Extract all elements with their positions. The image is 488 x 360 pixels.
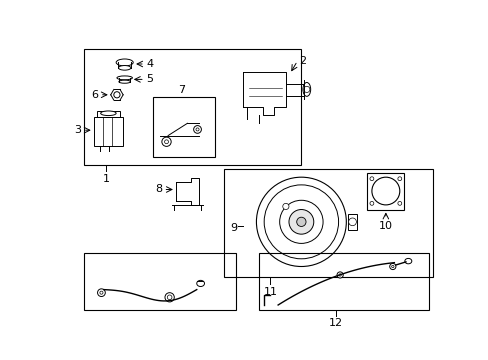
Bar xyxy=(94,117,123,147)
Text: 12: 12 xyxy=(328,318,343,328)
Circle shape xyxy=(279,200,323,243)
Ellipse shape xyxy=(302,82,310,96)
Circle shape xyxy=(348,218,356,226)
Text: 11: 11 xyxy=(263,287,277,297)
Bar xyxy=(84,49,301,165)
Circle shape xyxy=(164,293,174,302)
Circle shape xyxy=(264,185,338,259)
Circle shape xyxy=(397,177,401,181)
Circle shape xyxy=(338,274,341,276)
Bar xyxy=(84,253,235,310)
Circle shape xyxy=(193,126,201,133)
Text: 4: 4 xyxy=(146,59,153,69)
Bar xyxy=(347,214,356,230)
Circle shape xyxy=(371,177,399,205)
Circle shape xyxy=(397,202,401,205)
Bar xyxy=(97,111,120,117)
Text: 9: 9 xyxy=(230,223,237,233)
Bar xyxy=(224,169,432,276)
Text: 10: 10 xyxy=(378,221,392,231)
Ellipse shape xyxy=(116,59,133,66)
Ellipse shape xyxy=(118,66,131,70)
Circle shape xyxy=(256,177,346,266)
Circle shape xyxy=(162,137,171,147)
Ellipse shape xyxy=(404,258,411,264)
Text: 1: 1 xyxy=(102,174,109,184)
Text: 6: 6 xyxy=(91,90,98,100)
Bar xyxy=(366,172,404,210)
Text: 3: 3 xyxy=(74,125,81,135)
Ellipse shape xyxy=(196,280,204,287)
Ellipse shape xyxy=(117,76,132,80)
Text: 7: 7 xyxy=(177,85,184,95)
Bar xyxy=(152,97,214,157)
Circle shape xyxy=(97,289,105,297)
Circle shape xyxy=(196,128,199,131)
Circle shape xyxy=(114,92,120,98)
Circle shape xyxy=(369,177,373,181)
Circle shape xyxy=(100,291,103,294)
Text: 5: 5 xyxy=(146,75,153,84)
Ellipse shape xyxy=(119,80,130,83)
Text: 8: 8 xyxy=(154,184,162,194)
Ellipse shape xyxy=(101,111,116,116)
Circle shape xyxy=(303,86,309,93)
Circle shape xyxy=(369,202,373,205)
Circle shape xyxy=(389,264,395,270)
Circle shape xyxy=(296,217,305,226)
Circle shape xyxy=(164,140,168,144)
Circle shape xyxy=(288,210,313,234)
Circle shape xyxy=(167,295,172,300)
Text: 2: 2 xyxy=(299,56,305,66)
Circle shape xyxy=(336,272,343,278)
Circle shape xyxy=(391,265,393,267)
Circle shape xyxy=(282,203,288,210)
Bar xyxy=(258,253,428,310)
